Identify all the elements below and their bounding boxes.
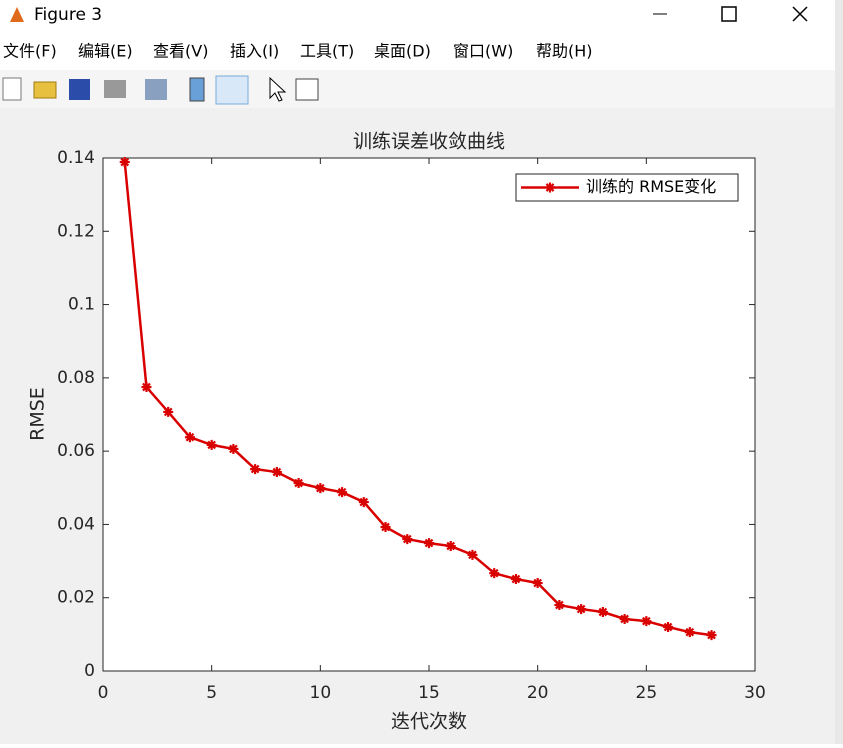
legend-icon[interactable]	[215, 75, 249, 105]
y-tick-label: 0.08	[57, 368, 95, 388]
marker	[250, 464, 261, 475]
marker	[532, 578, 543, 589]
save-icon[interactable]	[69, 79, 90, 100]
x-tick-label: 0	[98, 683, 109, 703]
marker	[424, 538, 434, 549]
colorbar-icon[interactable]	[189, 77, 205, 102]
marker	[315, 483, 326, 494]
property-icon[interactable]	[295, 78, 319, 101]
marker	[141, 382, 152, 393]
marker	[663, 622, 674, 633]
toolbar-icons	[2, 75, 319, 105]
marker	[228, 443, 239, 454]
line	[123, 161, 712, 637]
maximize-button[interactable]	[721, 6, 737, 22]
close-button[interactable]	[792, 6, 808, 22]
y-tick-label: 0.04	[57, 514, 95, 534]
marker	[684, 627, 695, 638]
menu-bar	[0, 30, 835, 70]
marker	[271, 467, 282, 478]
marker	[293, 478, 304, 489]
legend-marker	[545, 182, 555, 193]
app-icon	[10, 7, 24, 22]
pointer-icon[interactable]	[269, 76, 287, 102]
marker	[641, 616, 652, 627]
marker	[597, 607, 608, 618]
marker	[206, 439, 217, 450]
marker	[489, 568, 500, 579]
y-tick-label: 0.02	[57, 588, 95, 608]
marker	[119, 157, 130, 168]
menu-item[interactable]: 插入(I)	[230, 42, 279, 61]
x-tick-label: 10	[310, 683, 332, 703]
other-window	[835, 0, 843, 744]
menu-item[interactable]: 桌面(D)	[374, 42, 431, 61]
marker	[184, 432, 195, 443]
marker	[358, 497, 369, 508]
x-tick-label: 5	[206, 683, 217, 703]
x-tick-label: 20	[527, 683, 549, 703]
marker	[510, 574, 521, 585]
toolbar	[0, 70, 835, 108]
marker	[163, 406, 174, 417]
y-tick-label: 0.06	[57, 441, 95, 461]
marker	[380, 521, 391, 532]
marker	[467, 549, 478, 560]
plot-area	[102, 157, 756, 672]
menu-item[interactable]: 查看(V)	[153, 42, 208, 61]
marker	[402, 534, 413, 545]
new-icon[interactable]	[2, 77, 22, 101]
title-bar	[0, 0, 835, 30]
open-icon[interactable]	[33, 81, 57, 99]
x-tick-label: 15	[418, 683, 440, 703]
print-icon[interactable]	[104, 80, 126, 98]
marker	[445, 541, 456, 552]
menu-item[interactable]: 文件(F)	[3, 42, 57, 61]
marker	[576, 604, 587, 615]
menu-item[interactable]: 帮助(H)	[536, 42, 593, 61]
marker	[706, 630, 717, 641]
window-title: Figure 3	[34, 5, 102, 25]
x-tick-label: 25	[636, 683, 658, 703]
menu-item[interactable]: 工具(T)	[300, 42, 354, 61]
menu: 文件(F) 编辑(E) 查看(V) 插入(I) 工具(T) 桌面(D) 窗口(W) 帮助(H)	[3, 42, 593, 61]
y-tick-label: 0.1	[68, 295, 95, 315]
menu-item[interactable]: 编辑(E)	[78, 42, 133, 61]
y-tick-label: 0.12	[57, 221, 95, 241]
marker	[554, 600, 565, 611]
y-axis-label: RMSE	[27, 387, 49, 441]
chart-title: 训练误差收敛曲线	[353, 131, 505, 153]
legend-label: 训练的 RMSE变化	[586, 177, 716, 196]
y-tick-label: 0.14	[57, 148, 95, 168]
x-axis-label: 迭代次数	[391, 711, 467, 733]
chart: 训练误差收敛曲线 迭代次数 RMSE 0 0.02 0.04 0.06 0.08 0.1 0…	[27, 131, 766, 733]
marker	[337, 487, 348, 498]
link-icon[interactable]	[145, 79, 167, 100]
menu-item[interactable]: 窗口(W)	[453, 42, 513, 61]
y-tick-label: 0	[84, 661, 95, 681]
marker	[619, 613, 630, 624]
x-tick-label: 30	[744, 683, 766, 703]
